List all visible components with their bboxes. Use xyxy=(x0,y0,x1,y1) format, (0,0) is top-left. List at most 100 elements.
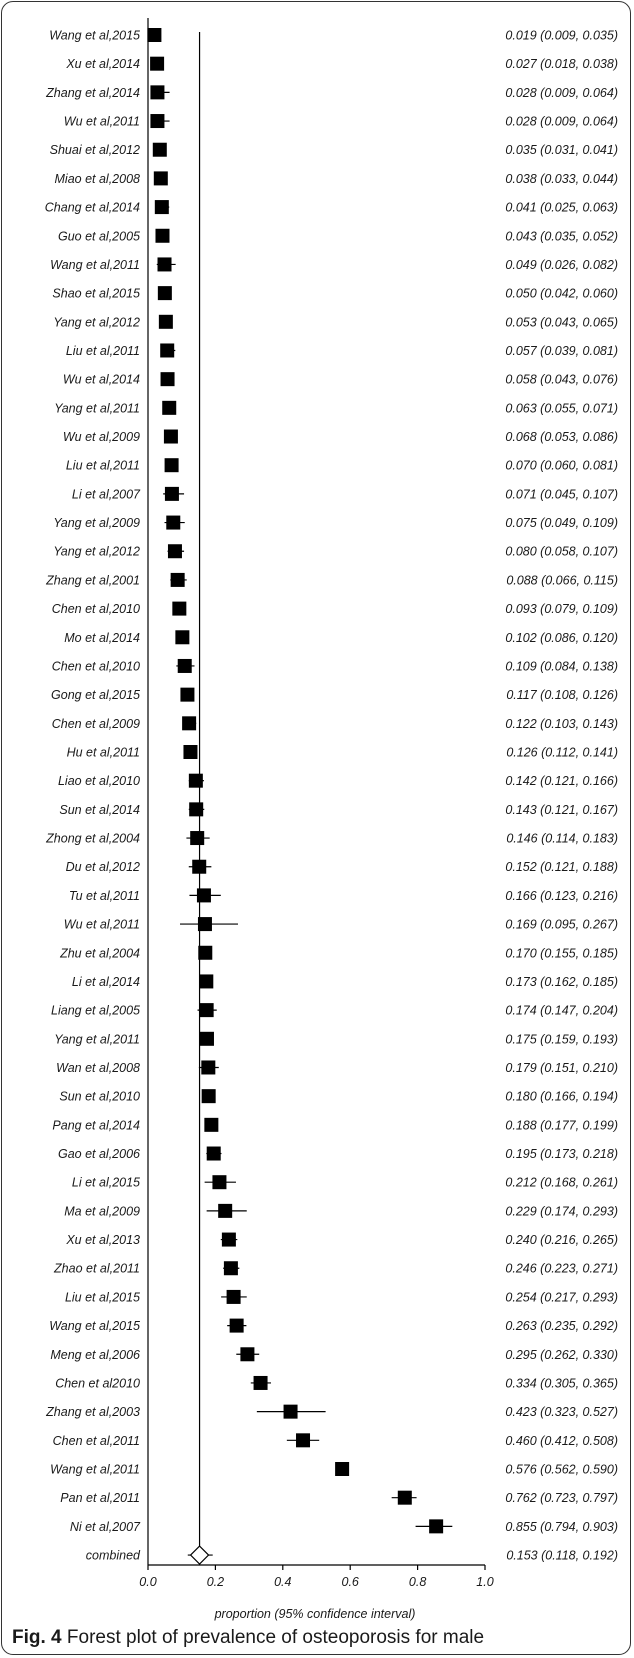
point-estimate-marker xyxy=(150,85,165,100)
ci-label: 0.146 (0.114, 0.183) xyxy=(506,832,618,846)
point-estimate-marker xyxy=(166,515,181,530)
x-tick-label: 0.2 xyxy=(207,1575,224,1589)
study-label: Chang et al,2014 xyxy=(45,201,140,215)
x-tick-label: 0.4 xyxy=(274,1575,291,1589)
study-label: Pan et al,2011 xyxy=(60,1491,140,1505)
point-estimate-marker xyxy=(229,1318,244,1333)
point-estimate-marker xyxy=(157,286,172,301)
ci-label: 0.423 (0.323, 0.527) xyxy=(505,1405,618,1419)
ci-label: 0.174 (0.147, 0.204) xyxy=(505,1004,618,1018)
study-label: Ma et al,2009 xyxy=(64,1204,140,1218)
point-estimate-marker xyxy=(199,1031,214,1046)
ci-label: 0.180 (0.166, 0.194) xyxy=(505,1090,618,1104)
study-label: Meng et al,2006 xyxy=(50,1348,140,1362)
ci-label: 0.075 (0.049, 0.109) xyxy=(505,516,618,530)
point-estimate-marker xyxy=(192,859,207,874)
study-label: Hu et al,2011 xyxy=(67,746,140,760)
study-label: Miao et al,2008 xyxy=(55,172,141,186)
point-estimate-marker xyxy=(160,343,175,358)
ci-label: 0.093 (0.079, 0.109) xyxy=(505,602,618,616)
study-label: Chen et al,2010 xyxy=(52,602,140,616)
ci-label: 0.080 (0.058, 0.107) xyxy=(505,545,618,559)
ci-label: 0.152 (0.121, 0.188) xyxy=(505,860,618,874)
ci-label: 0.028 (0.009, 0.064) xyxy=(505,115,618,129)
ci-label: 0.170 (0.155, 0.185) xyxy=(505,946,618,960)
point-estimate-marker xyxy=(164,458,179,473)
point-estimate-marker xyxy=(153,171,168,186)
point-estimate-marker xyxy=(150,56,165,71)
study-label: Du et al,2012 xyxy=(66,860,140,874)
point-estimate-marker xyxy=(218,1203,233,1218)
point-estimate-marker xyxy=(163,429,178,444)
ci-label: 0.068 (0.053, 0.086) xyxy=(505,430,618,444)
study-label: Wang et al,2015 xyxy=(49,29,140,43)
ci-label: 0.109 (0.084, 0.138) xyxy=(505,659,618,673)
point-estimate-marker xyxy=(172,601,187,616)
point-estimate-marker xyxy=(223,1261,238,1276)
point-estimate-marker xyxy=(240,1347,255,1362)
point-estimate-marker xyxy=(212,1175,227,1190)
point-estimate-marker xyxy=(162,400,177,415)
ci-label: 0.169 (0.095, 0.267) xyxy=(505,918,618,932)
study-label: Wu et al,2011 xyxy=(64,115,140,129)
point-estimate-marker xyxy=(198,945,213,960)
ci-label: 0.071 (0.045, 0.107) xyxy=(505,487,618,501)
ci-label: 0.229 (0.174, 0.293) xyxy=(505,1204,618,1218)
ci-label: 0.122 (0.103, 0.143) xyxy=(505,717,618,731)
study-label: Zhang et al,2003 xyxy=(45,1405,140,1419)
study-label: Liao et al,2010 xyxy=(58,774,140,788)
study-label: Li et al,2014 xyxy=(72,975,140,989)
point-estimate-marker xyxy=(155,228,170,243)
point-estimate-marker xyxy=(152,142,167,157)
point-estimate-marker xyxy=(170,572,185,587)
point-estimate-marker xyxy=(199,974,214,989)
study-label: Li et al,2015 xyxy=(72,1176,140,1190)
ci-label: 0.041 (0.025, 0.063) xyxy=(505,201,618,215)
study-label: Yang et al,2012 xyxy=(53,545,140,559)
combined-label: combined xyxy=(86,1549,141,1563)
ci-label: 0.240 (0.216, 0.265) xyxy=(505,1233,618,1247)
study-label: Shuai et al,2012 xyxy=(50,143,140,157)
study-label: Chen et al,2010 xyxy=(52,659,140,673)
study-label: Wu et al,2011 xyxy=(64,918,140,932)
study-label: Xu et al,2014 xyxy=(65,57,140,71)
study-label: Tu et al,2011 xyxy=(69,889,140,903)
ci-label: 0.070 (0.060, 0.081) xyxy=(505,459,618,473)
study-label: Wang et al,2015 xyxy=(49,1319,140,1333)
ci-label: 0.175 (0.159, 0.193) xyxy=(505,1032,618,1046)
ci-label: 0.166 (0.123, 0.216) xyxy=(505,889,618,903)
study-label: Guo et al,2005 xyxy=(58,229,140,243)
ci-label: 0.188 (0.177, 0.199) xyxy=(505,1118,618,1132)
marks xyxy=(147,28,453,1565)
point-estimate-marker xyxy=(201,1089,216,1104)
study-label: Chen et al,2011 xyxy=(53,1434,140,1448)
ci-label: 0.053 (0.043, 0.065) xyxy=(505,315,618,329)
study-label: Chen et al2010 xyxy=(55,1376,140,1390)
point-estimate-marker xyxy=(188,773,203,788)
point-estimate-marker xyxy=(175,630,190,645)
figure-number: Fig. 4 xyxy=(12,1627,62,1648)
caption-text: Forest plot of prevalence of osteoporosi… xyxy=(66,1627,485,1648)
study-label: Liu et al,2015 xyxy=(65,1290,140,1304)
study-label: Gong et al,2015 xyxy=(51,688,140,702)
ci-label: 0.063 (0.055, 0.071) xyxy=(505,401,618,415)
point-estimate-marker xyxy=(283,1404,298,1419)
study-label: Xu et al,2013 xyxy=(65,1233,140,1247)
axes: 0.0 0.2 0.4 0.6 0.8 1.0 xyxy=(139,18,494,1589)
study-label: Zhao et al,2011 xyxy=(53,1262,140,1276)
study-label: Liang et al,2005 xyxy=(51,1004,140,1018)
ci-label: 0.762 (0.723, 0.797) xyxy=(505,1491,618,1505)
study-label: Zhong et al,2004 xyxy=(45,832,140,846)
study-label: Yang et al,2011 xyxy=(54,401,140,415)
point-estimate-marker xyxy=(147,28,162,42)
ci-label: 0.058 (0.043, 0.076) xyxy=(505,373,618,387)
point-estimate-marker xyxy=(206,1146,221,1161)
ci-label: 0.038 (0.033, 0.044) xyxy=(505,172,618,186)
ci-label: 0.043 (0.035, 0.052) xyxy=(505,229,618,243)
study-label: Gao et al,2006 xyxy=(58,1147,140,1161)
ci-label: 0.035 (0.031, 0.041) xyxy=(505,143,618,157)
ci-label: 0.019 (0.009, 0.035) xyxy=(505,29,618,43)
point-estimate-marker xyxy=(197,917,212,932)
